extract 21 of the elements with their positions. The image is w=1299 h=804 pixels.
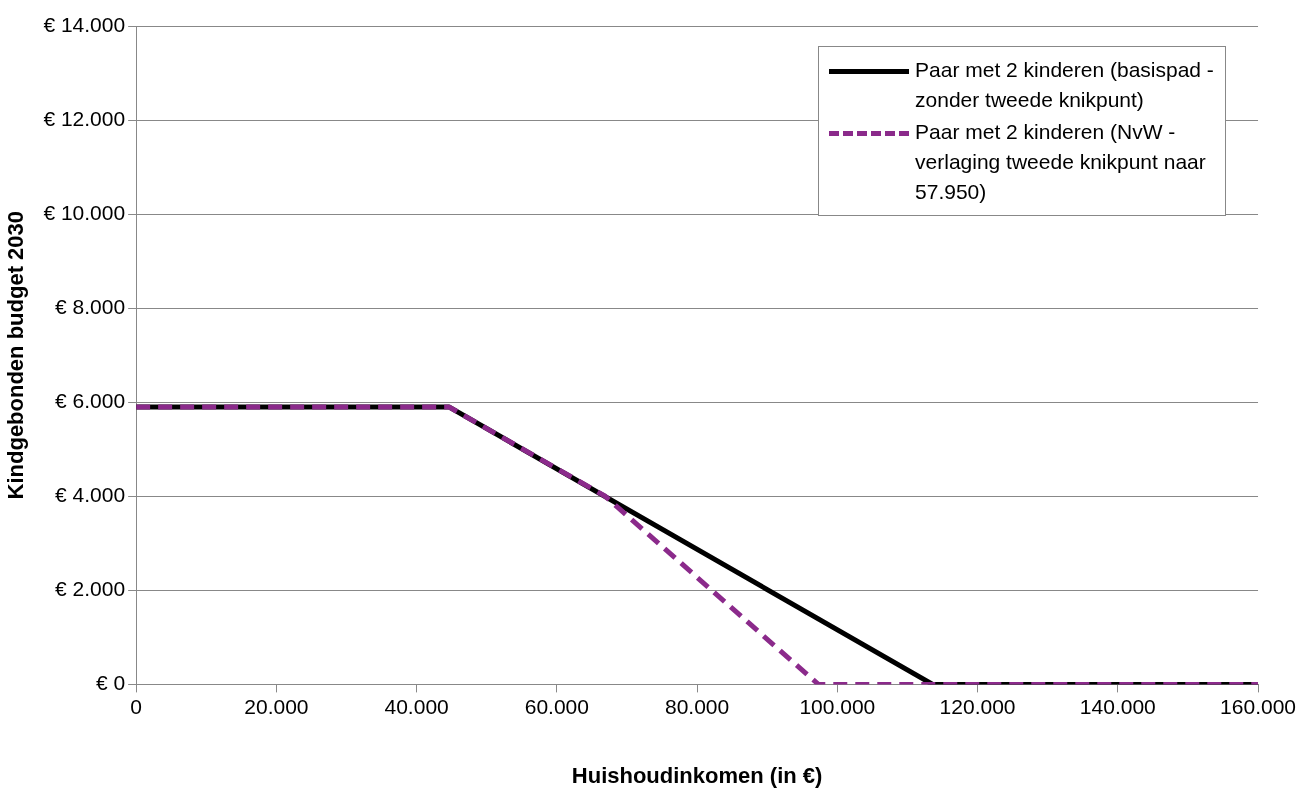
y-axis-title: Kindgebonden budget 2030 bbox=[3, 210, 29, 500]
x-tick-label: 80.000 bbox=[664, 694, 730, 718]
x-tick-label: 120.000 bbox=[939, 694, 1016, 718]
legend-label: Paar met 2 kinderen (basispad - zonder tweede knikpunt) bbox=[915, 57, 1215, 113]
y-tick-label: € 12.000 bbox=[43, 106, 126, 130]
y-tick-label: € 8.000 bbox=[55, 294, 126, 318]
x-tick-label: 100.000 bbox=[799, 694, 876, 718]
x-axis-title: Huishoudinkomen (in €) bbox=[571, 762, 823, 788]
x-tick-label: 0 bbox=[130, 694, 142, 718]
x-tick-label: 60.000 bbox=[524, 694, 589, 718]
y-tick-label: € 0 bbox=[95, 671, 126, 695]
x-tick-label: 140.000 bbox=[1079, 694, 1156, 718]
y-tick-label: € 14.000 bbox=[43, 12, 126, 36]
y-tick-label: € 4.000 bbox=[55, 483, 126, 507]
legend-label: Paar met 2 kinderen (NvW - verlaging tweede knikpunt naar 57.950) bbox=[915, 119, 1207, 205]
y-tick-label: € 2.000 bbox=[55, 577, 126, 601]
x-tick-label: 40.000 bbox=[384, 694, 449, 718]
y-tick-label: € 6.000 bbox=[55, 389, 126, 413]
x-tick-label: 160.000 bbox=[1220, 694, 1297, 718]
x-tick-label: 20.000 bbox=[244, 694, 309, 718]
y-tick-label: € 10.000 bbox=[43, 200, 126, 224]
